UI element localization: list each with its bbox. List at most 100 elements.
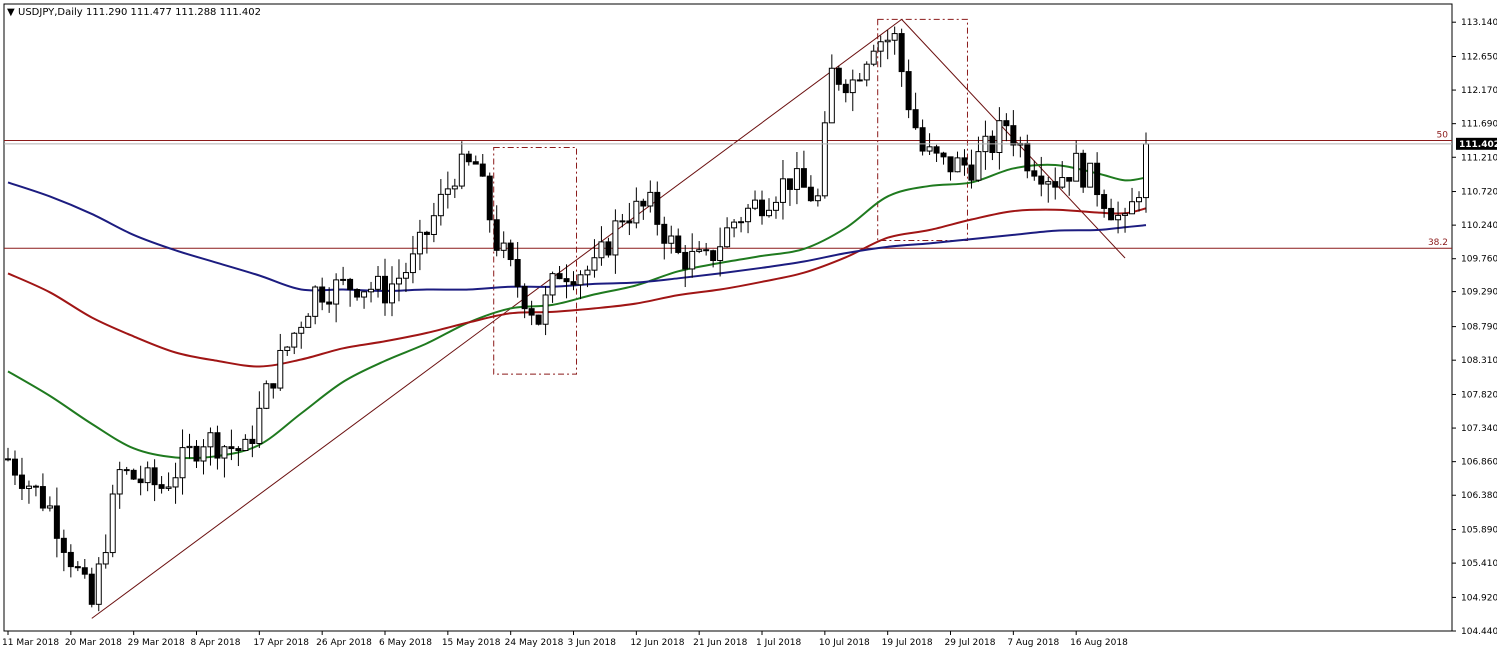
- candle-body: [703, 249, 710, 252]
- candle-body: [193, 445, 200, 462]
- candle-body: [158, 484, 165, 489]
- candle-body: [102, 552, 109, 565]
- candle-body: [884, 39, 891, 43]
- range-boxes: [493, 18, 968, 375]
- y-tick-label: 106.860: [1461, 458, 1497, 468]
- y-tick-label: 111.690: [1461, 120, 1497, 130]
- candle-body: [654, 191, 661, 225]
- candle-body: [500, 242, 507, 251]
- candle-body: [1094, 162, 1101, 196]
- candle-body: [793, 168, 800, 190]
- candle-body: [584, 269, 591, 276]
- x-tick-label: 8 Apr 2018: [191, 638, 241, 648]
- candle-body: [738, 221, 745, 224]
- candle-body: [53, 505, 60, 539]
- candle-body: [842, 83, 849, 94]
- candle-body: [717, 246, 724, 261]
- y-tick-label: 112.650: [1461, 52, 1497, 62]
- candle-body: [74, 566, 81, 569]
- candle-body: [591, 257, 598, 271]
- candle-body: [263, 383, 270, 409]
- candle-body: [786, 178, 793, 190]
- trendline: [91, 18, 902, 619]
- candle-body: [856, 79, 863, 82]
- candle-body: [1143, 143, 1149, 199]
- candle-body: [800, 168, 807, 188]
- candle-body: [849, 79, 856, 94]
- candle-body: [291, 332, 298, 348]
- candle-body: [961, 157, 968, 166]
- candle-body: [947, 156, 954, 173]
- candle-body: [256, 407, 263, 444]
- candle-body: [444, 188, 451, 195]
- x-tick-label: 19 Jul 2018: [882, 638, 933, 648]
- y-tick-label: 111.210: [1461, 153, 1497, 163]
- x-tick-label: 20 Mar 2018: [65, 638, 122, 648]
- candle-body: [458, 153, 465, 187]
- candle-body: [200, 446, 207, 462]
- candle-body: [298, 326, 305, 334]
- candle-body: [39, 486, 46, 509]
- candle-body: [521, 286, 528, 310]
- candle-body: [828, 67, 835, 124]
- candle-body: [402, 272, 409, 279]
- range-box: [493, 146, 578, 375]
- candle-body: [186, 445, 193, 449]
- candle-body: [88, 573, 95, 605]
- y-tick-label: 107.340: [1461, 424, 1497, 434]
- candle-body: [67, 551, 74, 568]
- candle-body: [1024, 142, 1031, 172]
- x-tick-label: 10 Jul 2018: [819, 638, 870, 648]
- candle-body: [151, 467, 158, 486]
- candle-body: [305, 315, 312, 328]
- x-tick-label: 7 Aug 2018: [1007, 638, 1059, 648]
- candle-body: [25, 485, 32, 489]
- candle-body: [863, 63, 870, 81]
- candle-body: [347, 278, 354, 291]
- candle-body: [640, 200, 647, 207]
- candle-body: [228, 446, 235, 450]
- candle-body: [137, 478, 144, 484]
- candle-body: [549, 273, 556, 296]
- plot-frame: [3, 3, 1453, 632]
- trendlines[interactable]: [91, 18, 1126, 619]
- candle-body: [46, 505, 53, 509]
- x-tick-label: 21 Jun 2018: [693, 638, 747, 648]
- candle-body: [179, 447, 186, 479]
- x-tick-label: 11 Mar 2018: [2, 638, 59, 648]
- candle-body: [382, 275, 389, 304]
- candle-body: [1122, 213, 1129, 216]
- candle-body: [745, 207, 752, 223]
- candle-body: [1066, 177, 1073, 182]
- y-tick-label: 107.820: [1461, 390, 1497, 400]
- y-tick-label: 105.410: [1461, 559, 1497, 569]
- x-tick-label: 29 Mar 2018: [128, 638, 185, 648]
- candle-body: [933, 146, 940, 154]
- candle-body: [507, 242, 514, 261]
- candle-body: [996, 120, 1003, 153]
- candle-body: [472, 161, 479, 165]
- candle-body: [95, 563, 102, 605]
- x-tick-label: 3 Jun 2018: [568, 638, 617, 648]
- x-tick-label: 17 Apr 2018: [253, 638, 309, 648]
- candle-body: [5, 458, 11, 461]
- candle-body: [752, 199, 759, 209]
- candle-body: [919, 127, 926, 152]
- candle-body: [249, 438, 256, 444]
- y-tick-label: 113.140: [1461, 18, 1497, 28]
- current-price: 111.402: [4, 137, 1497, 150]
- candle-body: [968, 164, 975, 181]
- candle-body: [759, 199, 766, 217]
- price-axis-ticks: 113.140 112.650 112.170 111.690 111.210 110.7…: [1452, 18, 1497, 637]
- fibonacci-levels[interactable]: 50 38.2: [4, 130, 1452, 249]
- candle-body: [577, 274, 584, 286]
- candle-body: [835, 67, 842, 85]
- y-tick-label: 110.240: [1461, 221, 1497, 231]
- candle-body: [221, 446, 228, 459]
- fib-level-label: 38.2: [1428, 238, 1448, 248]
- menu-chevron-icon[interactable]: ▼: [7, 7, 15, 18]
- candle-body: [877, 41, 884, 52]
- candle-body: [556, 273, 563, 280]
